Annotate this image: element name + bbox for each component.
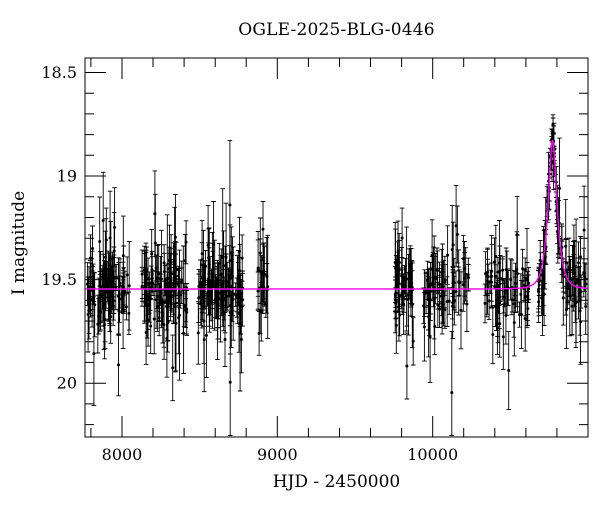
y-tick-label: 19	[57, 167, 77, 186]
error-bars	[85, 114, 589, 436]
x-tick-label: 10000	[407, 445, 458, 464]
x-tick-label: 9000	[257, 445, 298, 464]
x-tick-label: 8000	[102, 445, 143, 464]
plot-border	[84, 57, 589, 438]
x-axis-label: HJD - 2450000	[272, 472, 401, 492]
y-tick-label: 19.5	[41, 270, 77, 289]
chart-title: OGLE-2025-BLG-0446	[238, 20, 435, 40]
model-curve	[85, 139, 588, 290]
y-tick-label: 18.5	[41, 63, 77, 82]
axis-ticks	[85, 58, 588, 437]
y-tick-label: 20	[57, 374, 77, 393]
